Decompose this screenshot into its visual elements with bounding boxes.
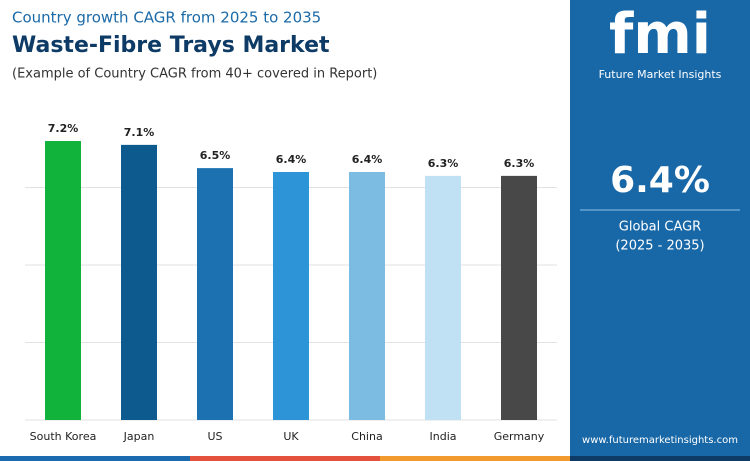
x-tick-label: India <box>430 430 457 443</box>
x-tick-label: Germany <box>494 430 545 443</box>
bar <box>425 175 461 420</box>
kicker: Country growth CAGR from 2025 to 2035 <box>12 9 321 27</box>
global-label: Global CAGR <box>619 220 701 235</box>
stripe <box>380 456 570 461</box>
stripe <box>0 456 190 461</box>
bar <box>349 172 385 420</box>
stripe <box>190 456 380 461</box>
bar <box>121 144 157 420</box>
bar <box>197 168 233 420</box>
global-period: (2025 - 2035) <box>615 239 704 254</box>
value-label: 6.3% <box>428 157 459 170</box>
stripe <box>570 456 750 461</box>
value-label: 7.1% <box>124 126 155 139</box>
x-tick-label: US <box>207 430 222 443</box>
chart-title: Waste-Fibre Trays Market <box>12 33 330 58</box>
value-label: 6.4% <box>352 153 383 166</box>
bar <box>45 141 81 420</box>
x-tick-label: UK <box>283 430 299 443</box>
brand: Future Market Insights <box>599 68 722 81</box>
bar <box>501 175 537 420</box>
value-label: 7.2% <box>48 122 79 135</box>
x-tick-label: South Korea <box>30 430 97 443</box>
subtitle: (Example of Country CAGR from 40+ covere… <box>12 67 377 82</box>
value-label: 6.5% <box>200 149 231 162</box>
logo: fmi <box>609 2 711 67</box>
value-label: 6.3% <box>504 157 535 170</box>
website: www.futuremarketinsights.com <box>582 435 738 446</box>
global-value: 6.4% <box>610 160 710 201</box>
x-tick-label: Japan <box>123 430 155 443</box>
value-label: 6.4% <box>276 153 307 166</box>
side-panel <box>570 0 750 456</box>
bar <box>273 172 309 420</box>
x-tick-label: China <box>351 430 382 443</box>
